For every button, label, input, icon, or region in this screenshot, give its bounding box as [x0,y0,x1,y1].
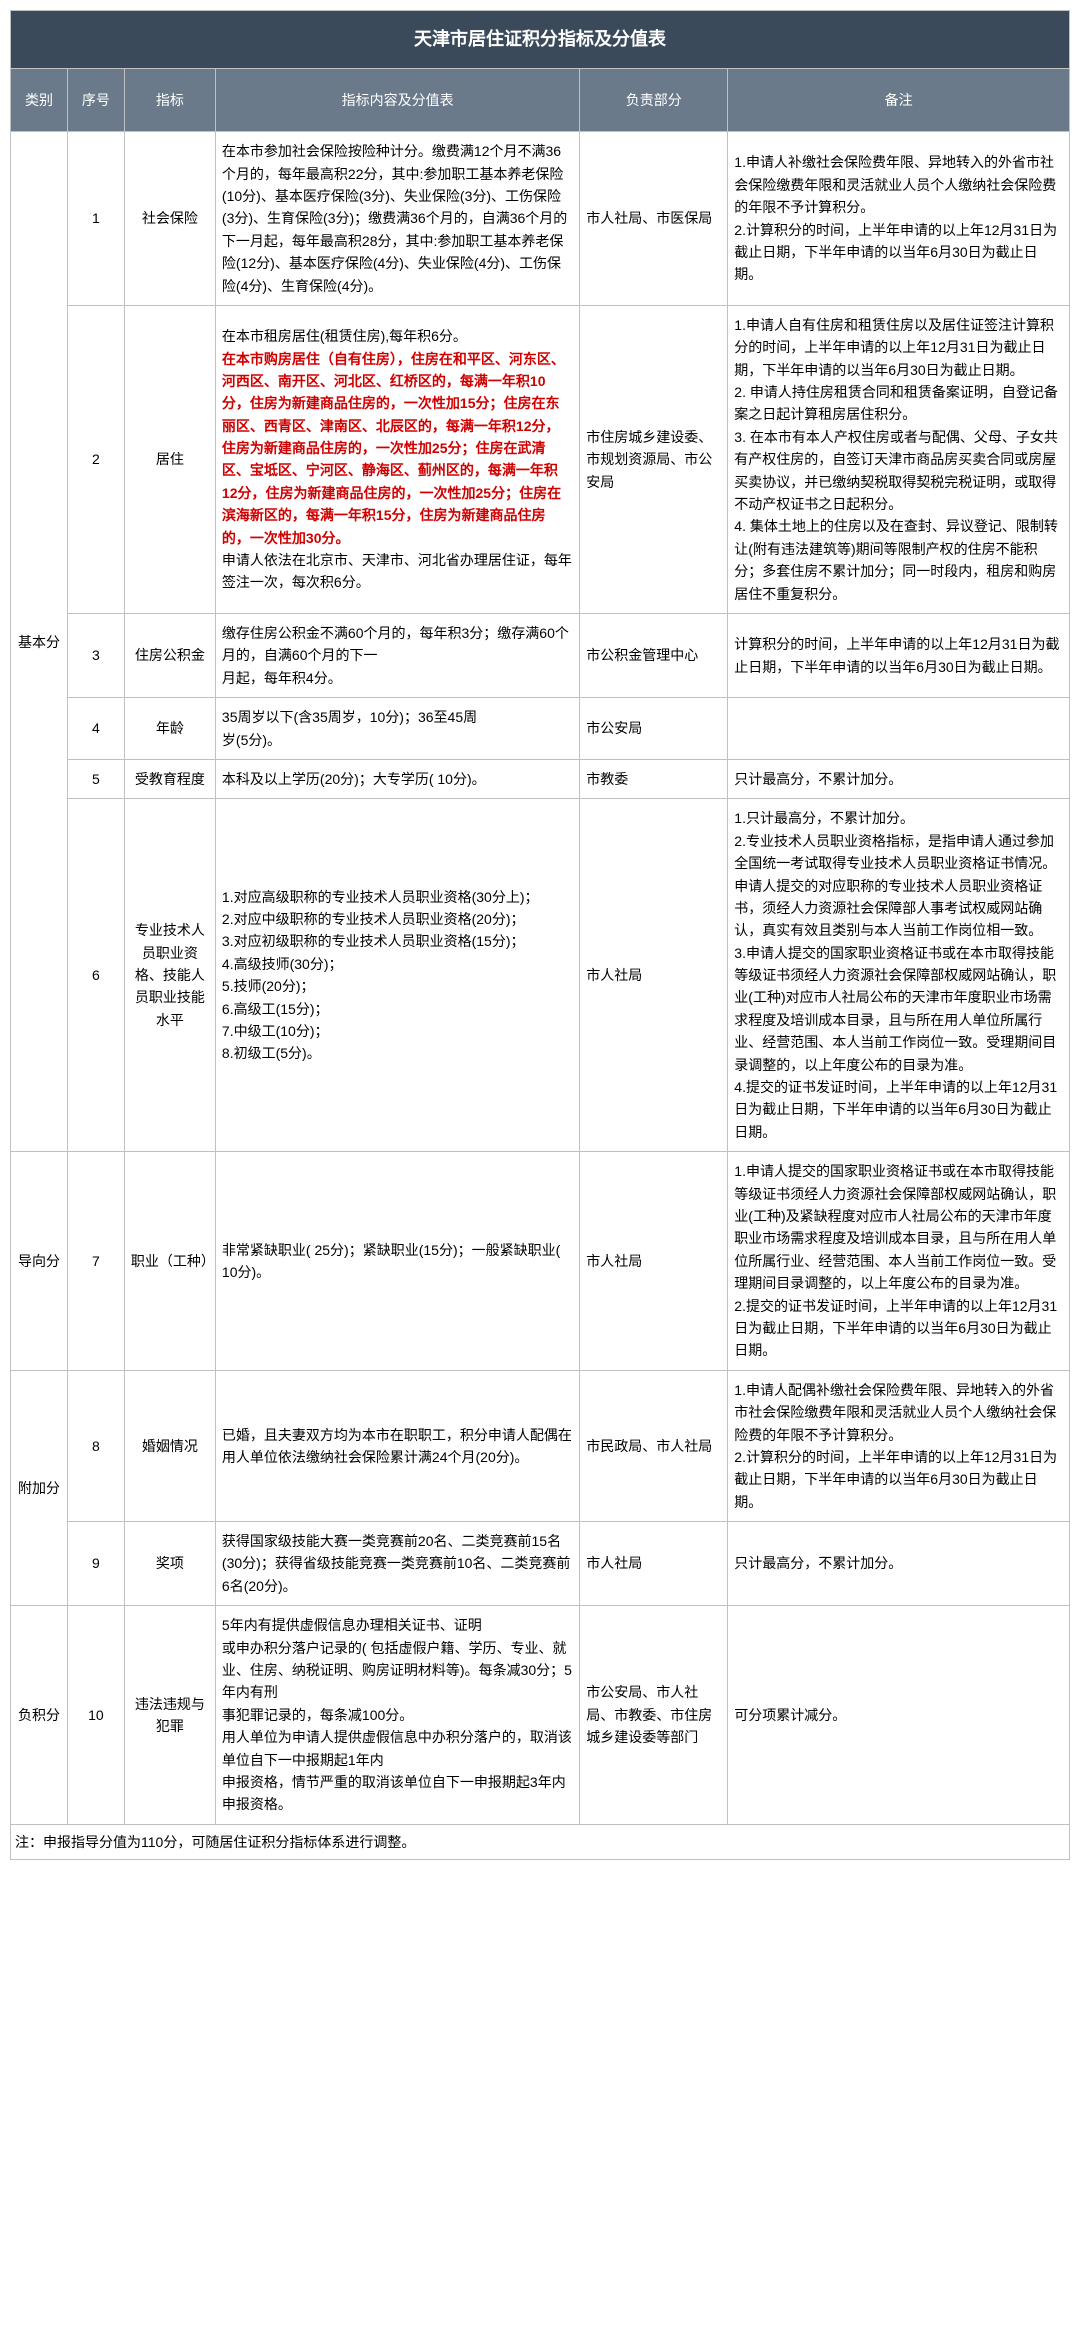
table-row: 9 奖项 获得国家级技能大赛一类竞赛前20名、二类竞赛前15名(30分)；获得省… [11,1522,1070,1606]
indicator-cell: 住房公积金 [124,614,215,698]
header-remark: 备注 [728,68,1070,131]
remark-cell: 1.申请人提交的国家职业资格证书或在本市取得技能等级证书须经人力资源社会保障部权… [728,1152,1070,1371]
indicator-cell: 年龄 [124,698,215,760]
dept-cell: 市民政局、市人社局 [580,1370,728,1521]
table-row: 附加分 8 婚姻情况 已婚，且夫妻双方均为本市在职职工，积分申请人配偶在用人单位… [11,1370,1070,1521]
seq-cell: 1 [67,132,124,306]
indicator-cell: 婚姻情况 [124,1370,215,1521]
remark-cell: 1.只计最高分，不累计加分。2.专业技术人员职业资格指标，是指申请人通过参加全国… [728,799,1070,1152]
indicator-cell: 奖项 [124,1522,215,1606]
content-cell: 获得国家级技能大赛一类竞赛前20名、二类竞赛前15名(30分)；获得省级技能竞赛… [215,1522,579,1606]
category-guide: 导向分 [11,1152,68,1371]
seq-cell: 4 [67,698,124,760]
content-cell: 5年内有提供虚假信息办理相关证书、证明或申办积分落户记录的( 包括虚假户籍、学历… [215,1606,579,1825]
indicator-cell: 职业（工种） [124,1152,215,1371]
seq-cell: 3 [67,614,124,698]
dept-cell: 市人社局 [580,799,728,1152]
remark-cell: 只计最高分，不累计加分。 [728,759,1070,798]
seq-cell: 7 [67,1152,124,1371]
table-row: 基本分 1 社会保险 在本市参加社会保险按险种计分。缴费满12个月不满36个月的… [11,132,1070,306]
indicator-cell: 居住 [124,305,215,613]
table-title: 天津市居住证积分指标及分值表 [11,11,1070,69]
table-row: 4 年龄 35周岁以下(含35周岁，10分)；36至45周岁(5分)。 市公安局 [11,698,1070,760]
footnote-cell: 注：申报指导分值为110分，可随居住证积分指标体系进行调整。 [11,1824,1070,1859]
table-row: 负积分 10 违法违规与犯罪 5年内有提供虚假信息办理相关证书、证明或申办积分落… [11,1606,1070,1825]
dept-cell: 市教委 [580,759,728,798]
table-container: 天津市居住证积分指标及分值表 类别 序号 指标 指标内容及分值表 负责部分 备注… [10,10,1070,1860]
category-bonus: 附加分 [11,1370,68,1606]
header-category: 类别 [11,68,68,131]
dept-cell: 市公安局、市人社局、市教委、市住房城乡建设委等部门 [580,1606,728,1825]
points-table: 天津市居住证积分指标及分值表 类别 序号 指标 指标内容及分值表 负责部分 备注… [10,10,1070,1860]
indicator-cell: 违法违规与犯罪 [124,1606,215,1825]
content-red: 在本市购房居住（自有住房），住房在和平区、河东区、河西区、南开区、河北区、红桥区… [222,351,565,546]
remark-cell: 1.申请人配偶补缴社会保险费年限、异地转入的外省市社会保险缴费年限和灵活就业人员… [728,1370,1070,1521]
header-content: 指标内容及分值表 [215,68,579,131]
content-cell: 本科及以上学历(20分)；大专学历( 10分)。 [215,759,579,798]
seq-cell: 10 [67,1606,124,1825]
content-prefix: 在本市租房居住(租赁住房),每年积6分。 [222,328,467,344]
remark-cell [728,698,1070,760]
footnote-row: 注：申报指导分值为110分，可随居住证积分指标体系进行调整。 [11,1824,1070,1859]
indicator-cell: 受教育程度 [124,759,215,798]
remark-cell: 可分项累计减分。 [728,1606,1070,1825]
content-cell: 已婚，且夫妻双方均为本市在职职工，积分申请人配偶在用人单位依法缴纳社会保险累计满… [215,1370,579,1521]
remark-cell: 计算积分的时间，上半年申请的以上年12月31日为截止日期，下半年申请的以当年6月… [728,614,1070,698]
category-basic: 基本分 [11,132,68,1152]
dept-cell: 市公安局 [580,698,728,760]
dept-cell: 市人社局 [580,1152,728,1371]
remark-cell: 1.申请人补缴社会保险费年限、异地转入的外省市社会保险缴费年限和灵活就业人员个人… [728,132,1070,306]
seq-cell: 6 [67,799,124,1152]
content-cell: 1.对应高级职称的专业技术人员职业资格(30分上)；2.对应中级职称的专业技术人… [215,799,579,1152]
table-row: 2 居住 在本市租房居住(租赁住房),每年积6分。 在本市购房居住（自有住房），… [11,305,1070,613]
content-cell: 在本市参加社会保险按险种计分。缴费满12个月不满36个月的，每年最高积22分，其… [215,132,579,306]
dept-cell: 市人社局 [580,1522,728,1606]
indicator-cell: 专业技术人员职业资格、技能人员职业技能水平 [124,799,215,1152]
content-cell: 35周岁以下(含35周岁，10分)；36至45周岁(5分)。 [215,698,579,760]
title-row: 天津市居住证积分指标及分值表 [11,11,1070,69]
dept-cell: 市住房城乡建设委、市规划资源局、市公安局 [580,305,728,613]
header-row: 类别 序号 指标 指标内容及分值表 负责部分 备注 [11,68,1070,131]
dept-cell: 市人社局、市医保局 [580,132,728,306]
content-cell: 在本市租房居住(租赁住房),每年积6分。 在本市购房居住（自有住房），住房在和平… [215,305,579,613]
content-cell: 非常紧缺职业( 25分)；紧缺职业(15分)；一般紧缺职业( 10分)。 [215,1152,579,1371]
table-row: 6 专业技术人员职业资格、技能人员职业技能水平 1.对应高级职称的专业技术人员职… [11,799,1070,1152]
header-department: 负责部分 [580,68,728,131]
dept-cell: 市公积金管理中心 [580,614,728,698]
table-row: 导向分 7 职业（工种） 非常紧缺职业( 25分)；紧缺职业(15分)；一般紧缺… [11,1152,1070,1371]
content-suffix: 申请人依法在北京市、天津市、河北省办理居住证，每年签注一次，每次积6分。 [222,552,572,590]
header-indicator: 指标 [124,68,215,131]
remark-cell: 只计最高分，不累计加分。 [728,1522,1070,1606]
seq-cell: 5 [67,759,124,798]
seq-cell: 8 [67,1370,124,1521]
seq-cell: 2 [67,305,124,613]
indicator-cell: 社会保险 [124,132,215,306]
category-negative: 负积分 [11,1606,68,1825]
table-row: 3 住房公积金 缴存住房公积金不满60个月的，每年积3分；缴存满60个月的，自满… [11,614,1070,698]
content-cell: 缴存住房公积金不满60个月的，每年积3分；缴存满60个月的，自满60个月的下一月… [215,614,579,698]
remark-cell: 1.申请人自有住房和租赁住房以及居住证签注计算积分的时间，上半年申请的以上年12… [728,305,1070,613]
table-row: 5 受教育程度 本科及以上学历(20分)；大专学历( 10分)。 市教委 只计最… [11,759,1070,798]
seq-cell: 9 [67,1522,124,1606]
header-sequence: 序号 [67,68,124,131]
